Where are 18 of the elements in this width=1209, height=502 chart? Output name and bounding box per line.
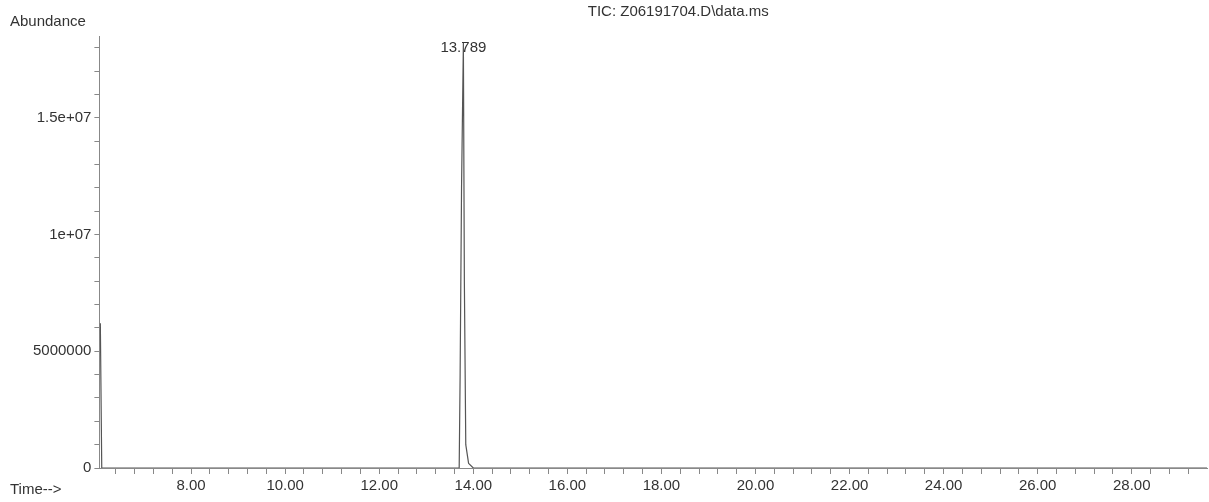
x-tick-label: 10.00 <box>266 476 304 494</box>
x-tick-label: 18.00 <box>642 476 681 494</box>
x-axis-title: Time--> <box>10 479 62 497</box>
x-tick-label: 24.00 <box>924 476 963 494</box>
y-axis-title: Abundance <box>10 12 86 30</box>
x-tick-label: 20.00 <box>736 476 775 494</box>
x-tick-label: 28.00 <box>1112 476 1151 494</box>
chart-title: TIC: Z06191704.D\data.ms <box>587 2 769 20</box>
y-tick-label: 1e+07 <box>49 224 92 242</box>
y-tick-label: 1.5e+07 <box>36 107 92 125</box>
y-tick-label: 5000000 <box>32 341 92 359</box>
x-tick-label: 14.00 <box>454 476 493 494</box>
x-tick-label: 16.00 <box>548 476 587 494</box>
x-tick-label: 22.00 <box>830 476 869 494</box>
x-tick-label: 26.00 <box>1018 476 1057 494</box>
x-tick-label: 8.00 <box>176 476 206 494</box>
x-tick-label: 12.00 <box>360 476 399 494</box>
y-tick-label: 0 <box>83 458 92 476</box>
